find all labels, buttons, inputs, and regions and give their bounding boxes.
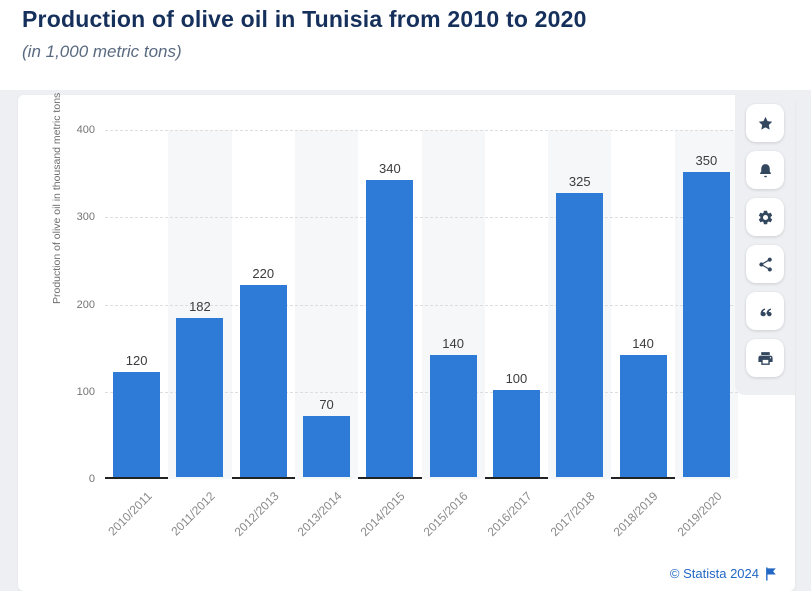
bar[interactable] — [682, 171, 730, 477]
bar[interactable] — [303, 415, 351, 477]
gridline — [105, 391, 738, 393]
y-tick-label: 200 — [76, 298, 95, 311]
bar[interactable] — [366, 180, 414, 477]
favorite-star-button[interactable] — [746, 104, 784, 142]
x-axis-label: 2015/2016 — [421, 489, 472, 540]
settings-gear-icon — [758, 210, 772, 224]
y-tick-label: 400 — [76, 124, 95, 136]
share-icon — [758, 257, 772, 272]
x-axis-label: 2013/2014 — [294, 489, 345, 540]
favorite-star-icon — [758, 116, 772, 130]
bar-value-label: 140 — [632, 335, 654, 351]
page-title: Production of olive oil in Tunisia from … — [22, 6, 587, 32]
y-tick-label: 300 — [76, 211, 95, 224]
statistic-header: Production of olive oil in Tunisia from … — [0, 0, 811, 90]
content-area: Production of olive oil in thousand metr… — [0, 90, 811, 591]
bar-value-label: 100 — [505, 370, 528, 386]
statista-flag-icon — [766, 566, 776, 581]
bar[interactable] — [429, 354, 477, 477]
x-axis-label: 2016/2017 — [484, 489, 535, 540]
y-tick-label: 0 — [88, 473, 95, 485]
settings-gear-button[interactable] — [746, 198, 784, 236]
bar-value-label: 340 — [378, 161, 401, 177]
bar-value-label: 140 — [442, 335, 464, 351]
bar-value-label: 182 — [189, 299, 211, 315]
bar-value-label: 120 — [125, 353, 148, 369]
y-tick-label: 100 — [76, 385, 95, 398]
bar[interactable] — [619, 354, 667, 477]
toolbar — [735, 95, 795, 395]
x-axis-label: 2017/2018 — [547, 489, 598, 540]
bar-value-label: 70 — [319, 396, 334, 412]
x-axis-label: 2010/2011 — [105, 489, 155, 539]
copyright-link[interactable]: © Statista 2024 — [670, 566, 777, 581]
share-button[interactable] — [746, 245, 784, 283]
citation-quote-button[interactable] — [746, 292, 784, 330]
page-subtitle: (in 1,000 metric tons) — [22, 42, 182, 61]
x-axis-label: 2011/2012 — [168, 489, 218, 539]
chart-card: Production of olive oil in thousand metr… — [18, 93, 795, 591]
x-axis-label: 2012/2013 — [231, 489, 282, 540]
plot-area: 0 100 200 300 400 120 2010/2011 182 2011/2012 220… — [77, 124, 738, 539]
x-axis-label: 2018/2019 — [610, 489, 661, 540]
gridline — [105, 217, 738, 219]
bar[interactable] — [176, 318, 224, 477]
bar[interactable] — [113, 372, 161, 477]
notification-bell-icon — [759, 163, 771, 177]
x-axis-label: 2019/2020 — [674, 489, 725, 540]
citation-quote-icon — [760, 307, 772, 316]
bar-value-label: 220 — [252, 266, 275, 282]
gridline — [105, 130, 738, 131]
bar-value-label: 350 — [695, 152, 718, 168]
notification-bell-button[interactable] — [746, 151, 784, 189]
gridline — [105, 304, 738, 306]
bar-value-label: 325 — [568, 174, 591, 190]
x-axis-label: 2014/2015 — [357, 489, 408, 540]
bar[interactable] — [492, 389, 540, 477]
copyright-text: © Statista 2024 — [669, 566, 759, 581]
bar[interactable] — [239, 285, 287, 477]
bar[interactable] — [556, 193, 604, 477]
print-icon — [757, 351, 773, 365]
print-button[interactable] — [746, 339, 784, 377]
